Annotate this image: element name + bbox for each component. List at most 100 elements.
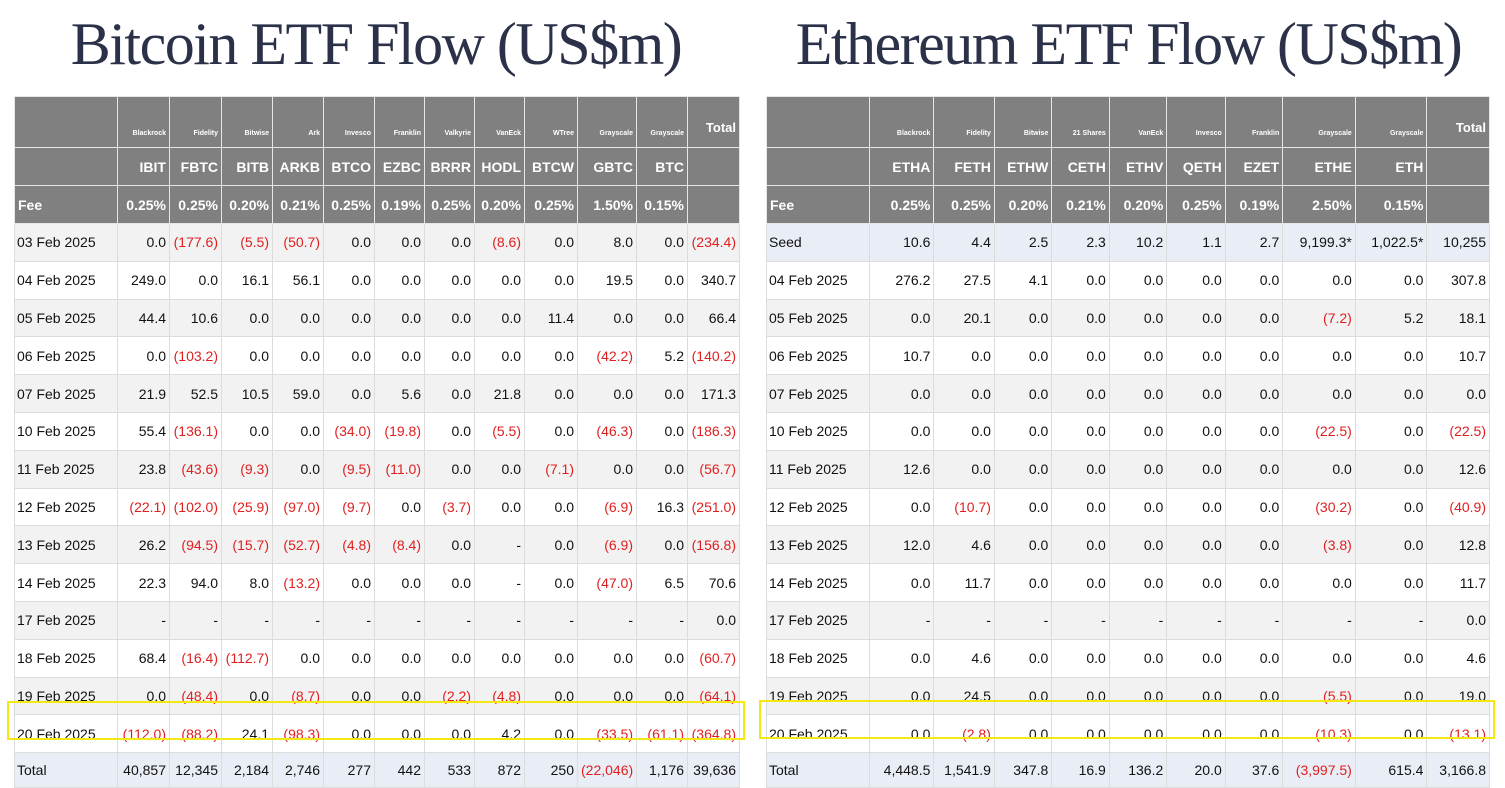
flow-cell: 24.1 — [221, 714, 273, 754]
flow-cell: (10.3) — [1282, 714, 1356, 754]
flow-cell: 0.0 — [1282, 563, 1356, 602]
flow-cell: 20.1 — [933, 298, 995, 338]
flow-cell: 0.0 — [1166, 374, 1226, 413]
flow-cell: 0.0 — [323, 563, 375, 602]
flow-cell: - — [933, 600, 995, 640]
flow-cell: (48.4) — [169, 676, 222, 716]
flow-cell: 0.0 — [1108, 298, 1168, 338]
flow-cell: 0.0 — [636, 411, 688, 451]
fee-total-cell — [687, 185, 740, 224]
table-row: 19 Feb 2025 0.0 (48.4) 0.0 (8.7) 0.0 0.0 (2.2)(… — [14, 676, 740, 716]
flow-cell: 1,541.9 — [933, 752, 995, 788]
row-label: 19 Feb 2025 — [766, 676, 870, 716]
flow-cell: (16.4) — [169, 638, 222, 678]
flow-cell: 1,022.5* — [1354, 223, 1428, 262]
flow-cell: - — [868, 600, 935, 640]
flow-cell: 0.0 — [474, 336, 525, 376]
flow-cell: 0.0 — [993, 638, 1053, 678]
flow-cell: 0.0 — [1354, 449, 1428, 489]
issuer-header: 21 Shares — [1051, 96, 1110, 148]
table-row: 20 Feb 2025 (112.0) (88.2) 24.1 (98.3) 0.0 0.0… — [14, 714, 740, 754]
issuer-header: Invesco — [323, 96, 375, 148]
row-label: 18 Feb 2025 — [766, 638, 870, 678]
flow-cell: 0.0 — [374, 714, 425, 754]
flow-cell: - — [1224, 600, 1284, 640]
flow-cell: 0.0 — [272, 336, 324, 376]
flow-cell: - — [117, 600, 170, 640]
corner-header-cell — [14, 96, 118, 148]
row-total-cell: 307.8 — [1426, 260, 1490, 300]
flow-cell: 0.0 — [1051, 525, 1110, 565]
flow-cell: 2,184 — [221, 752, 273, 788]
row-total-cell: (60.7) — [687, 638, 740, 678]
flow-cell: 16.9 — [1051, 752, 1110, 788]
flow-cell: - — [1051, 600, 1110, 640]
flow-cell: 0.0 — [524, 223, 578, 262]
flow-cell: 0.0 — [1166, 487, 1226, 527]
fee-cell: 0.15% — [1354, 185, 1428, 224]
flow-cell: 0.0 — [1224, 260, 1284, 300]
flow-cell: 0.0 — [1051, 676, 1110, 716]
row-label: 10 Feb 2025 — [14, 411, 118, 451]
fee-cell: 0.20% — [1108, 185, 1168, 224]
flow-cell: 0.0 — [1166, 260, 1226, 300]
flow-cell: 0.0 — [524, 714, 578, 754]
flow-cell: 16.3 — [636, 487, 688, 527]
flow-cell: 0.0 — [323, 260, 375, 300]
ticker-header: ETHA — [868, 147, 935, 186]
flow-cell: 0.0 — [1282, 374, 1356, 413]
issuer-header: Grayscale — [636, 96, 688, 148]
table-header: Blackrock Fidelity Bitwise 21 Shares VanEck I… — [766, 96, 1490, 224]
issuer-header-row: Blackrock Fidelity Bitwise 21 Shares VanEck I… — [766, 96, 1490, 148]
flow-cell: (94.5) — [169, 525, 222, 565]
flow-cell: 0.0 — [524, 487, 578, 527]
ticker-header: BITB — [221, 147, 273, 186]
flow-cell: 0.0 — [1224, 411, 1284, 451]
issuer-header: WTree — [524, 96, 578, 148]
flow-cell: 0.0 — [524, 260, 578, 300]
flow-cell: (97.0) — [272, 487, 324, 527]
table-row: 12 Feb 2025 0.0 (10.7) 0.0 0.0 0.0 0.0 0.0 (30.2… — [766, 487, 1490, 527]
flow-cell: 94.0 — [169, 563, 222, 602]
row-label: 12 Feb 2025 — [14, 487, 118, 527]
flow-cell: 0.0 — [1108, 714, 1168, 754]
flow-cell: 0.0 — [1051, 374, 1110, 413]
flow-cell: 0.0 — [868, 714, 935, 754]
row-total-cell: (56.7) — [687, 449, 740, 489]
row-total-cell: (22.5) — [1426, 411, 1490, 451]
fee-cell: 1.50% — [577, 185, 637, 224]
flow-cell: 0.0 — [577, 298, 637, 338]
flow-cell: 0.0 — [1108, 449, 1168, 489]
flow-cell: (88.2) — [169, 714, 222, 754]
flow-cell: 0.0 — [424, 638, 475, 678]
flow-cell: 0.0 — [993, 563, 1053, 602]
flow-cell: 0.0 — [636, 223, 688, 262]
table-row: 04 Feb 2025 249.0 0.0 16.1 56.1 0.0 0.0 0.0 0.0 0… — [14, 260, 740, 300]
fee-header-row: Fee 0.25% 0.25% 0.20% 0.21% 0.25% 0.19% 0.25% 0.… — [14, 185, 740, 224]
flow-cell: 20.0 — [1166, 752, 1226, 788]
flow-cell: 0.0 — [524, 411, 578, 451]
flow-cell: 0.0 — [993, 298, 1053, 338]
ticker-header: FETH — [933, 147, 995, 186]
flow-cell: 0.0 — [868, 676, 935, 716]
ticker-header-row: ETHA FETH ETHW CETH ETHV QETH EZET ETHE ETH — [766, 147, 1490, 186]
flow-cell: - — [169, 600, 222, 640]
issuer-header: Bitwise — [221, 96, 273, 148]
flow-cell: 276.2 — [868, 260, 935, 300]
flow-cell: 1,176 — [636, 752, 688, 788]
flow-cell: 37.6 — [1224, 752, 1284, 788]
flow-cell: (9.5) — [323, 449, 375, 489]
flow-cell: 12.0 — [868, 525, 935, 565]
flow-cell: 44.4 — [117, 298, 170, 338]
flow-cell: 0.0 — [1354, 487, 1428, 527]
flow-cell: 0.0 — [933, 449, 995, 489]
flow-cell: (47.0) — [577, 563, 637, 602]
row-label: 20 Feb 2025 — [766, 714, 870, 754]
total-row: Total 4,448.5 1,541.9 347.8 16.9 136.2 20.0 37.… — [766, 752, 1490, 788]
row-total-cell: 11.7 — [1426, 563, 1490, 602]
flow-cell: 40,857 — [117, 752, 170, 788]
ticker-header: EZBC — [374, 147, 425, 186]
flow-cell: 0.0 — [524, 525, 578, 565]
flow-cell: - — [474, 563, 525, 602]
issuer-header: Franklin — [1224, 96, 1284, 148]
